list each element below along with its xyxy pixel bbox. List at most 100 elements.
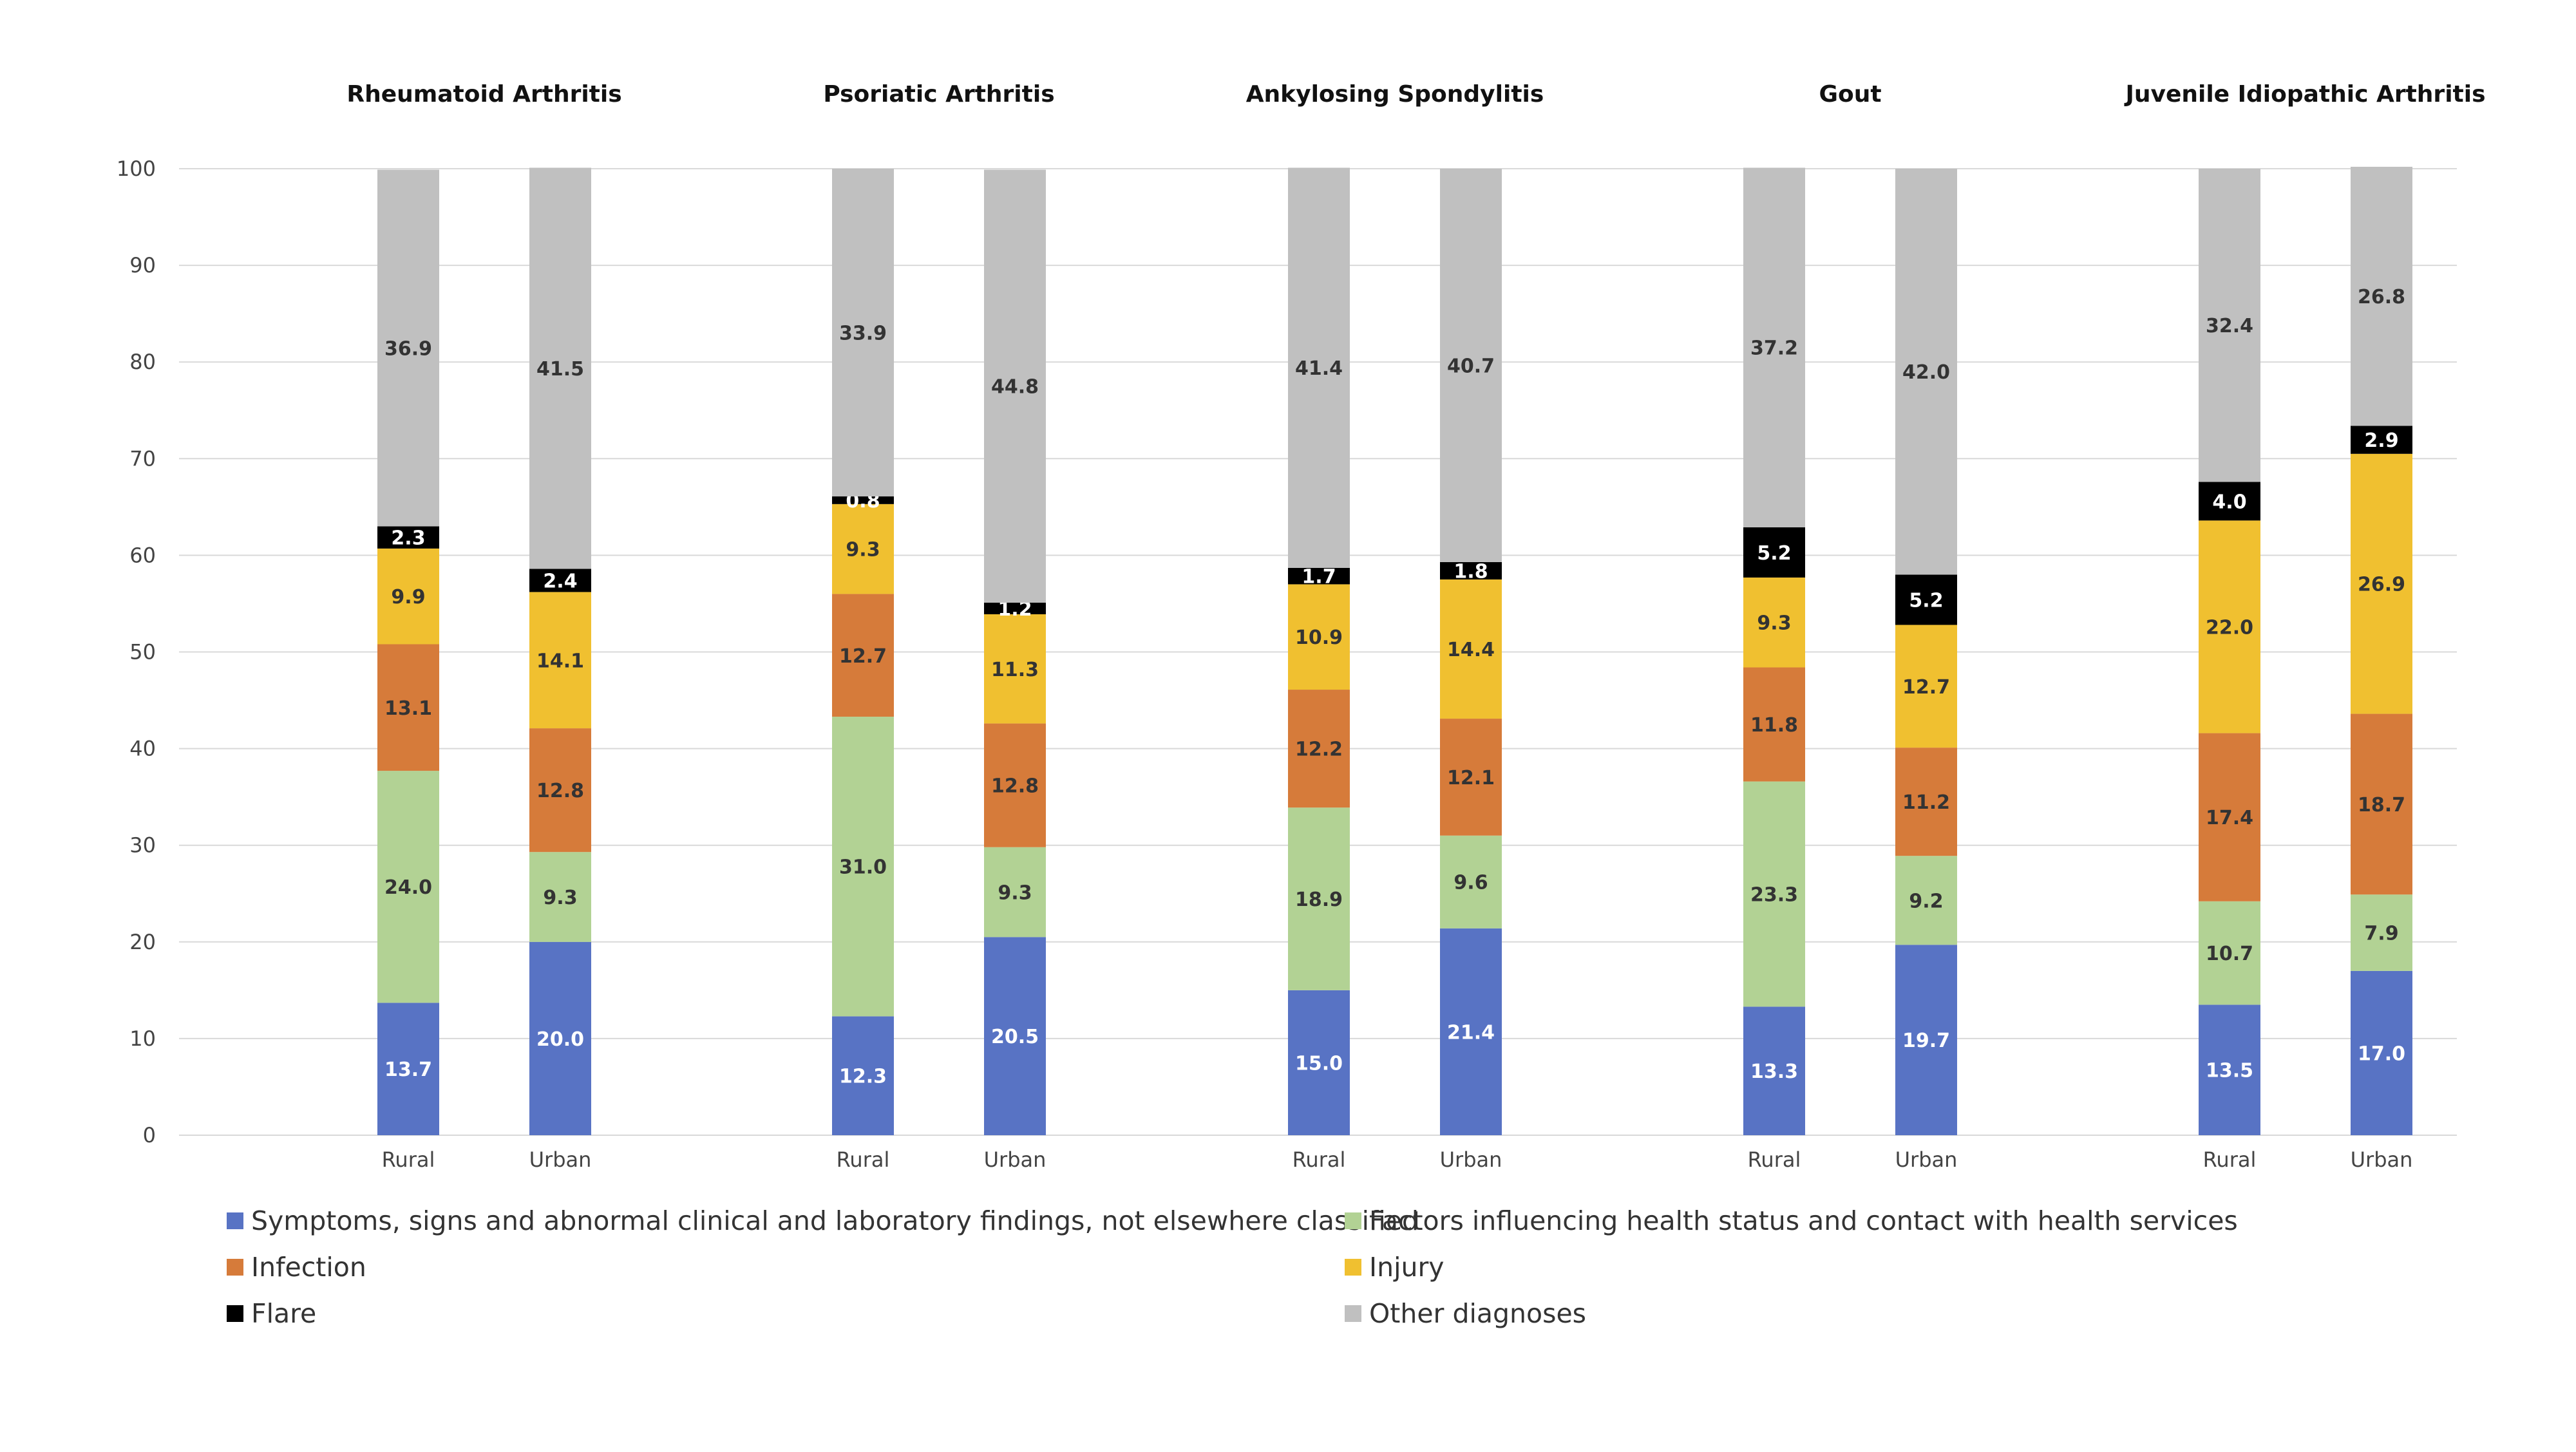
bar-segment xyxy=(832,1016,894,1135)
data-label: 9.3 xyxy=(998,882,1032,904)
bar-segment xyxy=(1288,567,1350,585)
bar-segment xyxy=(1440,928,1502,1135)
panel-title: Psoriatic Arthritis xyxy=(823,81,1054,108)
data-label: 5.2 xyxy=(1757,542,1791,565)
bar-segment xyxy=(1440,169,1502,562)
data-label: 9.2 xyxy=(1909,890,1943,912)
legend-label: Flare xyxy=(251,1298,316,1329)
data-label: 40.7 xyxy=(1447,355,1495,377)
bar-segment xyxy=(1288,990,1350,1135)
data-label: 13.3 xyxy=(1750,1061,1798,1083)
bar-segment xyxy=(2199,901,2260,1005)
bar-segment xyxy=(1743,1006,1805,1135)
legend-label: Injury xyxy=(1369,1252,1444,1283)
panel-title: Juvenile Idiopathic Arthritis xyxy=(2123,81,2485,108)
bar-segment xyxy=(377,771,439,1003)
x-tick-label: Urban xyxy=(1895,1147,1958,1172)
bar-segment xyxy=(1440,719,1502,836)
data-label: 17.4 xyxy=(2206,807,2253,829)
data-label: 14.4 xyxy=(1447,639,1495,661)
bar-segment xyxy=(1743,577,1805,668)
bar-segment xyxy=(1743,167,1805,527)
data-label: 33.9 xyxy=(839,322,887,344)
data-label: 13.1 xyxy=(384,697,432,720)
data-label: 11.2 xyxy=(1902,791,1950,814)
legend-label: Infection xyxy=(251,1252,366,1283)
bar-segment xyxy=(377,526,439,549)
data-label: 31.0 xyxy=(839,856,887,879)
panel-title: Gout xyxy=(1819,81,1881,108)
data-label: 12.8 xyxy=(536,780,584,802)
legend-swatch xyxy=(1345,1305,1361,1322)
y-tick-label: 0 xyxy=(143,1123,156,1147)
bar-segment xyxy=(1288,167,1350,568)
data-label: 14.1 xyxy=(536,650,584,672)
bar-segment xyxy=(1440,579,1502,719)
data-label: 21.4 xyxy=(1447,1021,1495,1044)
data-label: 18.9 xyxy=(1295,889,1343,911)
legend-label: Symptoms, signs and abnormal clinical an… xyxy=(251,1205,1419,1236)
bar-segment xyxy=(984,614,1046,724)
y-tick-label: 100 xyxy=(117,156,156,181)
data-label: 37.2 xyxy=(1750,337,1798,360)
data-label: 4.0 xyxy=(2212,491,2246,513)
x-tick-label: Rural xyxy=(1293,1147,1346,1172)
data-label: 9.6 xyxy=(1454,872,1488,894)
data-label: 17.0 xyxy=(2358,1042,2405,1065)
data-label: 15.0 xyxy=(1295,1052,1343,1075)
legend-swatch xyxy=(227,1259,243,1276)
y-tick-label: 20 xyxy=(129,930,156,954)
data-label: 32.4 xyxy=(2206,315,2253,337)
data-label: 24.0 xyxy=(384,876,432,899)
bar-segment xyxy=(529,569,591,592)
x-tick-label: Rural xyxy=(1748,1147,1801,1172)
data-label: 9.3 xyxy=(846,539,880,561)
y-tick-label: 60 xyxy=(129,543,156,567)
data-label: 7.9 xyxy=(2364,923,2398,945)
x-tick-label: Urban xyxy=(984,1147,1046,1172)
y-tick-label: 10 xyxy=(129,1026,156,1051)
bar-segment xyxy=(1288,690,1350,808)
data-label: 41.5 xyxy=(536,358,584,381)
legend-label: Other diagnoses xyxy=(1369,1298,1586,1329)
bar-segment xyxy=(2199,1004,2260,1135)
data-label: 41.4 xyxy=(1295,357,1343,380)
data-label: 9.9 xyxy=(391,586,425,608)
legend-swatch xyxy=(227,1212,243,1229)
data-label: 1.7 xyxy=(1302,566,1336,589)
data-label: 19.7 xyxy=(1902,1030,1950,1052)
bar-segment xyxy=(2199,733,2260,901)
x-tick-label: Rural xyxy=(382,1147,435,1172)
bar-segment xyxy=(529,941,591,1135)
data-label: 10.7 xyxy=(2206,943,2253,965)
data-label: 9.3 xyxy=(1757,612,1791,635)
x-tick-label: Rural xyxy=(837,1147,890,1172)
y-tick-label: 90 xyxy=(129,253,156,278)
panel-title: Ankylosing Spondylitis xyxy=(1246,81,1544,108)
bar-segment xyxy=(2351,713,2412,895)
data-label: 12.1 xyxy=(1447,767,1495,789)
bar-segment xyxy=(2351,166,2412,426)
bar-segment xyxy=(984,847,1046,938)
data-label: 12.8 xyxy=(991,775,1039,798)
data-label: 20.5 xyxy=(991,1026,1039,1048)
bar-segment xyxy=(1288,584,1350,690)
bar-segment xyxy=(1440,835,1502,929)
bar-segment xyxy=(1895,856,1957,945)
data-label: 12.3 xyxy=(839,1066,887,1088)
data-label: 10.9 xyxy=(1295,627,1343,649)
bar-segment xyxy=(1288,807,1350,990)
data-label: 42.0 xyxy=(1902,361,1950,384)
legend-label: Factors influencing health status and co… xyxy=(1369,1205,2238,1236)
y-tick-label: 70 xyxy=(129,446,156,471)
bar-segment xyxy=(529,592,591,729)
bar-segment xyxy=(2351,894,2412,971)
bar-segment xyxy=(529,728,591,853)
bar-segment xyxy=(1895,748,1957,856)
data-label: 2.3 xyxy=(391,527,425,550)
bar-segment xyxy=(2351,426,2412,454)
bar-segment xyxy=(832,496,894,504)
bar-segment xyxy=(2199,520,2260,733)
bar-segment xyxy=(1895,625,1957,748)
